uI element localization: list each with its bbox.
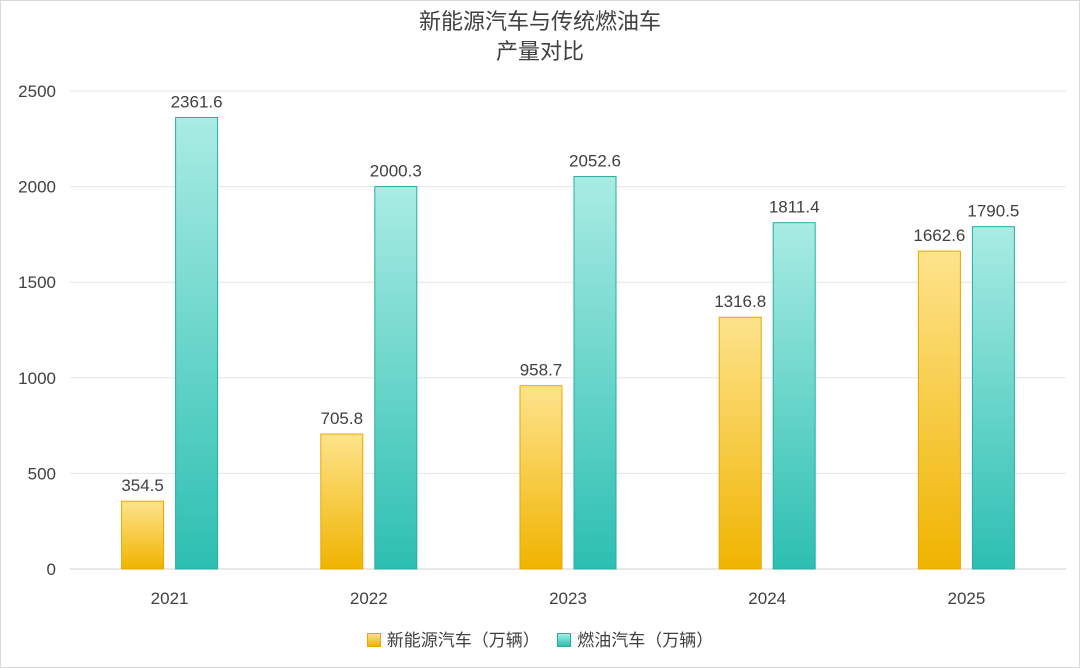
y-tick-label: 500 xyxy=(28,464,56,483)
legend-swatch-ice xyxy=(557,633,572,647)
bar-ice xyxy=(374,186,418,570)
legend-item-ice: 燃油汽车（万辆） xyxy=(557,626,713,651)
data-label-nev: 958.7 xyxy=(520,361,563,380)
bars xyxy=(121,116,1015,570)
y-tick-label: 1500 xyxy=(18,273,56,292)
legend-swatch-nev xyxy=(366,633,381,647)
bar-ice xyxy=(175,116,219,570)
legend: 新能源汽车（万辆） 燃油汽车（万辆） xyxy=(0,626,1080,651)
y-tick-label: 1000 xyxy=(18,369,56,388)
bar-ice xyxy=(573,176,617,570)
data-label-ice: 2052.6 xyxy=(569,152,621,171)
gridlines xyxy=(70,90,1066,570)
x-tick-label: 2025 xyxy=(947,589,985,608)
y-tick-label: 0 xyxy=(47,560,56,579)
data-label-ice: 1790.5 xyxy=(967,202,1019,221)
bar-nev xyxy=(718,316,762,570)
data-labels: 354.5 2361.6 705.8 2000.3 958.7 2052.6 1316.8 1… xyxy=(121,92,1019,495)
x-axis: 2021 2022 2023 2024 2025 xyxy=(151,589,986,608)
bar-nev xyxy=(519,385,563,570)
bar-ice xyxy=(772,222,816,570)
data-label-nev: 705.8 xyxy=(321,409,364,428)
x-tick-label: 2021 xyxy=(151,589,189,608)
legend-label-ice: 燃油汽车（万辆） xyxy=(577,631,714,651)
bar-nev xyxy=(917,250,961,570)
bar-ice xyxy=(971,226,1015,570)
bar-nev xyxy=(320,433,364,570)
y-tick-label: 2500 xyxy=(18,82,56,101)
y-axis: 0 500 1000 1500 2000 2500 xyxy=(18,82,56,579)
x-tick-label: 2022 xyxy=(350,589,388,608)
legend-label-nev: 新能源汽车（万辆） xyxy=(386,631,540,651)
chart-title-line1: 新能源汽车与传统燃油车 xyxy=(418,10,661,35)
chart-title: 新能源汽车与传统燃油车 产量对比 xyxy=(0,8,1080,68)
data-label-ice: 2361.6 xyxy=(171,92,223,111)
data-label-nev: 1662.6 xyxy=(913,226,965,245)
data-label-nev: 354.5 xyxy=(121,476,164,495)
legend-item-nev: 新能源汽车（万辆） xyxy=(366,626,540,651)
bar-nev xyxy=(121,500,165,570)
x-tick-label: 2023 xyxy=(549,589,587,608)
y-tick-label: 2000 xyxy=(18,178,56,197)
chart-title-line2: 产量对比 xyxy=(495,40,584,65)
data-label-ice: 1811.4 xyxy=(769,198,820,217)
data-label-nev: 1316.8 xyxy=(714,292,766,311)
data-label-ice: 2000.3 xyxy=(370,162,422,181)
x-tick-label: 2024 xyxy=(748,589,786,608)
